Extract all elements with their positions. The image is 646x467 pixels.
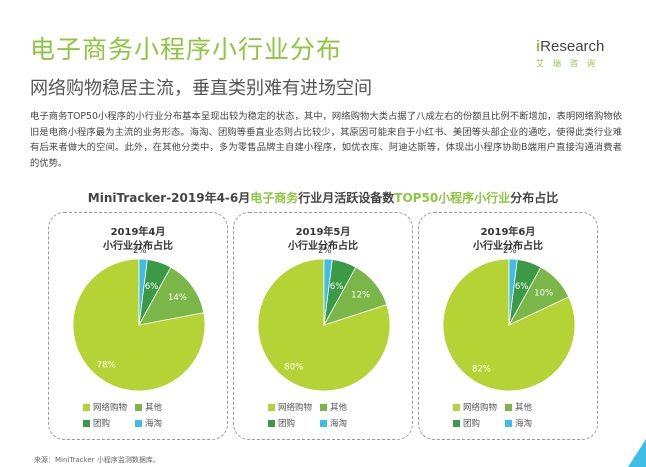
legend-label: 团购 [463,419,481,429]
page-subtitle: 网络购物稳居主流，垂直类别难有进场空间 [30,78,372,99]
legend-item-haitao: 海淘 [505,417,532,429]
pie-value-label-online-shopping: 80% [284,363,303,373]
pie-slice-haitao [508,258,518,326]
legend-label: 网络购物 [278,403,313,413]
legend-swatch [135,403,142,411]
chart-heading-part3: 行业月活跃设备数 [298,191,395,205]
pie-value-label-group-buy: 6% [330,282,344,292]
legend-item-online-shopping: 网络购物 [453,401,497,413]
legend-item-online-shopping: 网络购物 [83,401,127,413]
pie-title: 2019年5月 [295,227,351,238]
pie-subtitle: 小行业分布占比 [288,241,358,252]
legend-swatch [135,419,142,427]
pie-slice-haitao [323,258,333,326]
legend-item-haitao: 海淘 [320,417,347,429]
legend-label: 海淘 [515,419,533,429]
pie-chart: 82% 10% 6% 2% [442,246,576,392]
chart-heading: MiniTracker-2019年4-6月电子商务行业月活跃设备数TOP50小程… [0,189,646,206]
pie-subtitle: 小行业分布占比 [473,241,543,252]
chart-heading-part5: 分布占比 [510,191,559,205]
pie-value-label-group-buy: 6% [515,282,529,292]
legend-swatch [83,419,90,427]
pie-value-label-haitao: 2% [318,246,332,256]
legend-item-group-buy: 团购 [83,417,110,429]
legend-swatch [453,419,460,427]
legend-item-group-buy: 团购 [453,417,480,429]
pie-title: 2019年6月 [480,227,536,238]
legend-item-online-shopping: 网络购物 [268,401,312,413]
legend-item-other: 其他 [320,401,347,413]
pie-value-label-online-shopping: 78% [97,361,116,371]
legend-swatch [320,403,327,411]
logo-name: Research [540,38,605,55]
iresearch-logo: iResearch 艾瑞咨询 [536,36,622,72]
pie-chart: 78% 14% 6% 2% [72,246,206,392]
legend-label: 团购 [278,419,296,429]
logo-subtitle: 艾瑞咨询 [536,59,604,68]
chart-heading-part4: TOP50小程序小行业 [394,191,511,205]
legend-item-other: 其他 [135,401,162,413]
legend-swatch [505,419,512,427]
pie-value-label-other: 14% [168,293,187,303]
pie-subtitle: 小行业分布占比 [103,241,173,252]
logo-wordmark: iResearch [536,38,604,55]
legend-item-haitao: 海淘 [135,417,162,429]
pie-value-label-online-shopping: 82% [472,364,491,374]
legend-swatch [83,403,90,411]
pie-title: 2019年4月 [110,227,166,238]
legend-label: 海淘 [145,419,163,429]
legend-swatch [505,403,512,411]
legend-swatch [453,403,460,411]
pie-value-label-haitao: 2% [503,246,517,256]
pie-value-label-group-buy: 6% [145,282,159,292]
logo-prefix: i [536,38,541,55]
pie-value-label-other: 12% [351,291,370,301]
pie-panel-may: 2019年5月 小行业分布占比 80% 12% 6% 2% 网络购物 其他团购 海淘 [233,212,413,440]
chart-heading-part2: 电子商务 [250,191,299,205]
pie-slice-online-shopping [257,258,391,392]
pie-slice-haitao [138,258,148,326]
pie-panel-april: 2019年4月 小行业分布占比 78% 14% 6% 2% 网络购物 其他团购 海淘 [48,212,228,440]
chart-heading-part1: MiniTracker-2019年4-6月 [87,191,251,205]
legend-label: 其他 [515,403,533,413]
legend-label: 其他 [145,403,163,413]
pie-value-label-haitao: 2% [133,246,147,256]
legend-item-group-buy: 团购 [268,417,295,429]
legend-label: 其他 [330,403,348,413]
pie-panel-june: 2019年6月 小行业分布占比 82% 10% 6% 2% 网络购物 其他团购 海淘 [418,212,598,440]
legend-label: 网络购物 [463,403,498,413]
body-paragraph: 电子商务TOP50小程序的小行业分布基本呈现出较为稳定的状态，其中，网络购物大类… [30,111,622,169]
pie-chart: 80% 12% 6% 2% [257,246,391,392]
legend-swatch [268,419,275,427]
legend-swatch [268,403,275,411]
pie-slice-other [138,266,205,326]
legend-item-other: 其他 [505,401,532,413]
legend-label: 团购 [93,419,111,429]
corner-accent [628,439,646,467]
pie-slice-online-shopping [72,258,206,392]
legend-label: 海淘 [330,419,348,429]
legend-swatch [320,419,327,427]
pie-value-label-other: 10% [534,288,553,298]
page-title: 电子商务小程序小行业分布 [30,35,343,64]
legend-label: 网络购物 [93,403,128,413]
source-note: 来源：MiniTracker 小程序监测数据库。 [34,456,160,464]
